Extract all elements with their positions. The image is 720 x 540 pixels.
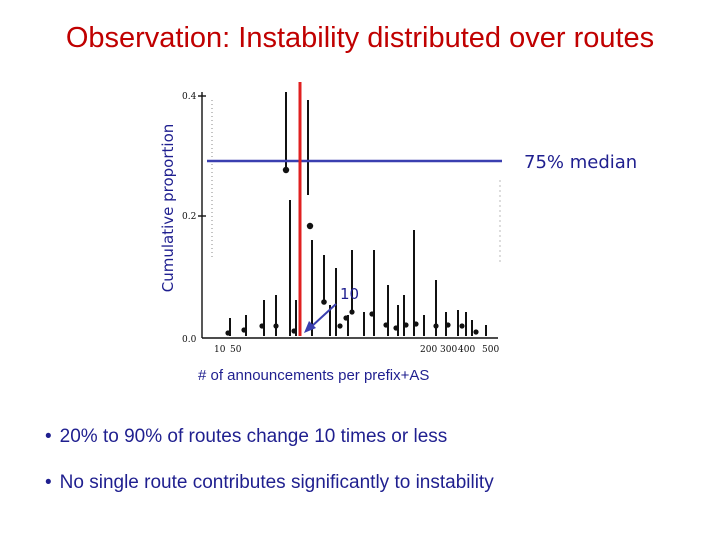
bullet-item: • No single route contributes significant… [45, 472, 494, 494]
bullet-dot-icon: • [45, 472, 52, 493]
y-tick-0.4: 0.4 [182, 92, 197, 102]
plot-axes [198, 92, 498, 339]
x-tick-500: 500 [482, 345, 499, 355]
bullet-text: No single route contributes significantl… [59, 472, 494, 493]
marker-arrow [304, 303, 337, 333]
median-label: 75% median [524, 152, 638, 173]
x-axis-label: # of announcements per prefix+AS [198, 367, 430, 384]
bullet-dot-icon: • [45, 426, 52, 447]
x-tick-10: 10 [214, 345, 226, 355]
y-tick-0.0: 0.0 [182, 335, 197, 345]
y-tick-0.2: 0.2 [182, 212, 196, 222]
slide-title: Observation: Instability distributed ove… [65, 22, 655, 54]
bullet-item: • 20% to 90% of routes change 10 times or… [45, 426, 494, 448]
bullet-list: • 20% to 90% of routes change 10 times or… [45, 426, 494, 518]
y-axis-label: Cumulative proportion [159, 123, 177, 293]
x-tick-200: 200 [420, 345, 437, 355]
x-tick-300: 300 [440, 345, 457, 355]
bullet-text: 20% to 90% of routes change 10 times or … [59, 426, 448, 447]
x-tick-50: 50 [230, 345, 242, 355]
scan-dots [225, 166, 479, 336]
x-tick-400: 400 [458, 345, 475, 355]
marker-value-label: 10 [340, 285, 360, 303]
